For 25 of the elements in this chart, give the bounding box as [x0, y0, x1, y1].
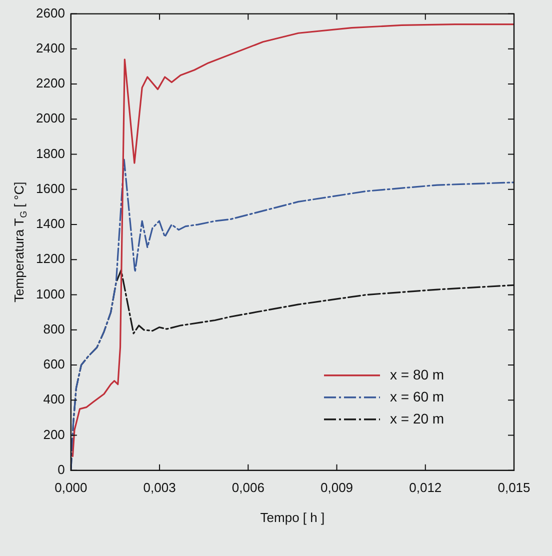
y-tick-label: 1200 — [36, 251, 65, 266]
y-tick-label: 1800 — [36, 146, 65, 161]
y-tick-label: 1000 — [36, 286, 65, 302]
x-tick-label: 0,000 — [54, 480, 88, 495]
y-tick-label: 2200 — [36, 76, 65, 91]
y-tick-label: 2000 — [36, 110, 65, 126]
x-tick-label: 0,003 — [143, 480, 176, 495]
legend-label: x = 60 m — [390, 388, 444, 404]
y-axis-title: Temperatura TG [ °C] — [12, 182, 28, 302]
y-tick-label: 2600 — [36, 5, 65, 20]
x-tick-label: 0,015 — [498, 480, 530, 495]
x-tick-label: 0,009 — [320, 480, 354, 495]
y-tick-label: 1400 — [36, 216, 65, 232]
legend-label: x = 20 m — [390, 410, 444, 426]
y-tick-label: 600 — [43, 356, 65, 372]
y-tick-label: 0 — [58, 462, 65, 477]
y-tick-label: 1600 — [36, 180, 65, 196]
legend-label: x = 80 m — [390, 366, 444, 382]
x-axis-title: Tempo [ h ] — [260, 510, 325, 525]
y-tick-label: 200 — [43, 426, 65, 442]
x-tick-label: 0,012 — [409, 480, 442, 495]
y-tick-label: 800 — [43, 321, 65, 336]
y-tick-label: 2400 — [36, 40, 65, 56]
x-tick-label: 0,006 — [232, 480, 264, 495]
y-tick-label: 400 — [43, 392, 65, 407]
